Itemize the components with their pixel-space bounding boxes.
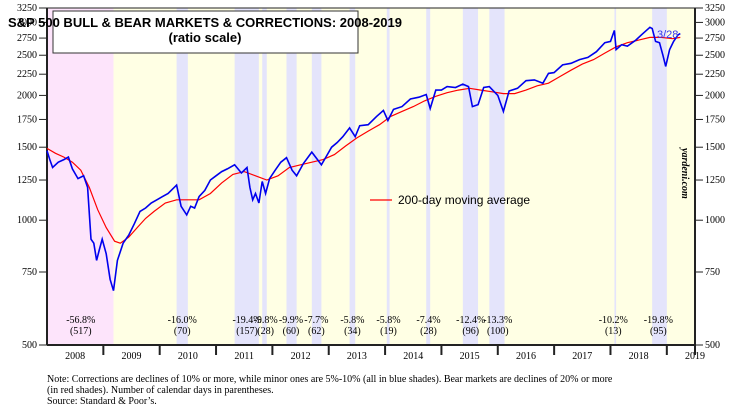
correction-days-label: (100): [487, 326, 509, 337]
annotations-layer: -56.8%(517)-16.0%(70)-19.4%(157)-9.8%(28…: [66, 315, 673, 337]
correction-pct-label: -13.3%: [483, 315, 512, 326]
x-tick-label: 2015: [460, 351, 480, 362]
y-tick-label-left: 2000: [17, 90, 37, 101]
correction-shade: [426, 8, 431, 345]
y-tick-label-left: 1000: [17, 215, 37, 226]
correction-shade: [614, 8, 617, 345]
y-tick-label-right: 500: [705, 340, 720, 351]
ma-200-line: [46, 36, 681, 244]
correction-days-label: (28): [257, 326, 274, 337]
y-tick-label-right: 1250: [705, 175, 725, 186]
footnote: Note: Corrections are declines of 10% or…: [47, 374, 687, 407]
chart-subtitle: (ratio scale): [169, 30, 242, 45]
correction-shade: [262, 8, 267, 345]
correction-shade: [462, 8, 479, 345]
correction-shade: [386, 8, 390, 345]
last-date-label: 3/28: [657, 29, 678, 41]
y-tick-label-right: 750: [705, 267, 720, 278]
x-tick-label: 2017: [572, 351, 592, 362]
axes-layer: 500 500 750 750 1000 1000 1250 1250 1500 1500 1750…: [17, 3, 725, 362]
correction-days-label: (517): [70, 326, 92, 337]
correction-days-label: (13): [605, 326, 622, 337]
correction-days-label: (28): [420, 326, 437, 337]
series-layer: [46, 26, 681, 291]
x-tick-label: 2012: [291, 351, 311, 362]
chart-title: S&P 500 BULL & BEAR MARKETS & CORRECTION…: [8, 15, 402, 30]
y-tick-label-right: 2500: [705, 50, 725, 61]
y-tick-label-left: 1750: [17, 114, 37, 125]
y-tick-label-right: 2250: [705, 69, 725, 80]
sp500-line: [46, 26, 681, 291]
y-tick-label-right: 3000: [705, 17, 725, 28]
y-tick-label-right: 1500: [705, 142, 725, 153]
correction-days-label: (96): [462, 326, 479, 337]
y-tick-label-left: 3000: [17, 17, 37, 28]
note-line-1: Note: Corrections are declines of 10% or…: [47, 374, 613, 385]
correction-shade: [652, 8, 667, 345]
x-tick-label: 2019: [685, 351, 705, 362]
y-tick-label-left: 1500: [17, 142, 37, 153]
y-tick-label-left: 2750: [17, 33, 37, 44]
x-tick-label: 2014: [403, 351, 423, 362]
correction-shade: [349, 8, 356, 345]
correction-pct-label: -5.8%: [376, 315, 400, 326]
shading-layer: [47, 8, 695, 345]
correction-pct-label: -5.8%: [340, 315, 364, 326]
correction-days-label: (95): [650, 326, 667, 337]
correction-days-label: (60): [283, 326, 300, 337]
correction-pct-label: -19.8%: [644, 315, 673, 326]
watermark: yardeni.com: [679, 147, 690, 199]
x-tick-label: 2016: [516, 351, 536, 362]
correction-shade: [311, 8, 322, 345]
bear-shade: [47, 8, 114, 345]
correction-shade: [234, 8, 259, 345]
correction-pct-label: -7.4%: [416, 315, 440, 326]
y-tick-label-left: 3250: [17, 3, 37, 14]
correction-days-label: (70): [174, 326, 191, 337]
y-tick-label-right: 1000: [705, 215, 725, 226]
y-tick-label-left: 750: [22, 267, 37, 278]
correction-pct-label: -9.9%: [279, 315, 303, 326]
y-tick-label-left: 2250: [17, 69, 37, 80]
correction-pct-label: -16.0%: [168, 315, 197, 326]
correction-shade: [489, 8, 505, 345]
note-line-2: (in red shades). Number of calendar days…: [47, 385, 274, 396]
correction-shade: [176, 8, 188, 345]
x-tick-label: 2010: [178, 351, 198, 362]
title-box: S&P 500 BULL & BEAR MARKETS & CORRECTION…: [8, 10, 402, 54]
correction-days-label: (157): [236, 326, 258, 337]
x-tick-label: 2013: [347, 351, 367, 362]
correction-pct-label: -7.7%: [304, 315, 328, 326]
correction-days-label: (34): [344, 326, 361, 337]
y-tick-label-left: 500: [22, 340, 37, 351]
y-tick-label-right: 3250: [705, 3, 725, 14]
correction-shade: [286, 8, 297, 345]
y-tick-label-right: 2000: [705, 90, 725, 101]
y-tick-label-left: 2500: [17, 50, 37, 61]
correction-days-label: (62): [308, 326, 325, 337]
correction-pct-label: -9.8%: [254, 315, 278, 326]
x-tick-label: 2011: [234, 351, 254, 362]
y-tick-label-left: 1250: [17, 175, 37, 186]
correction-days-label: (19): [380, 326, 397, 337]
correction-pct-label: -19.4%: [232, 315, 261, 326]
y-tick-label-right: 2750: [705, 33, 725, 44]
x-tick-label: 2009: [122, 351, 142, 362]
y-tick-label-right: 1750: [705, 114, 725, 125]
correction-pct-label: -56.8%: [66, 315, 95, 326]
bull-background: [47, 8, 695, 345]
note-line-3: Source: Standard & Poor’s.: [47, 396, 157, 407]
legend: 200-day moving average: [370, 193, 530, 207]
legend-label: 200-day moving average: [398, 193, 530, 207]
correction-pct-label: -12.4%: [456, 315, 485, 326]
x-tick-label: 2008: [65, 351, 85, 362]
x-tick-label: 2018: [629, 351, 649, 362]
correction-pct-label: -10.2%: [599, 315, 628, 326]
